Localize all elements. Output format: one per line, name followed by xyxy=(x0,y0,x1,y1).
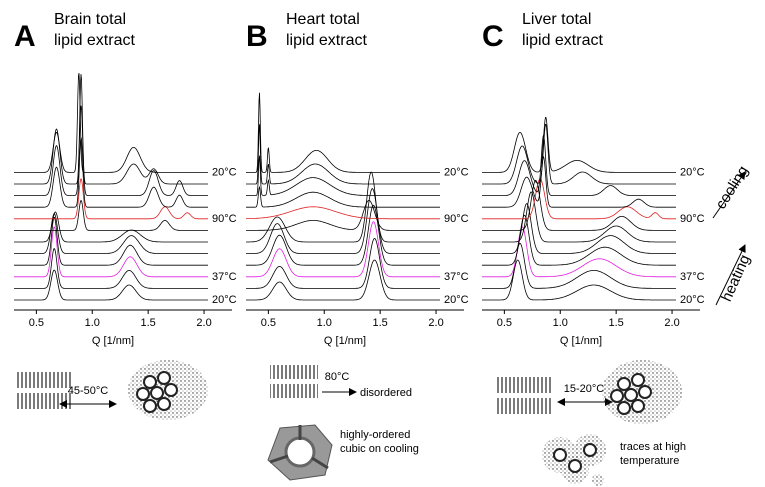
curve xyxy=(246,204,440,266)
schematic-label: 15-20°C xyxy=(564,383,605,395)
curve xyxy=(482,242,676,289)
curve xyxy=(482,123,676,185)
curve xyxy=(482,203,676,254)
x-tick-label: 2.0 xyxy=(428,317,443,329)
panel-title: Liver total xyxy=(522,11,591,28)
temperature-label: 20°C xyxy=(444,294,469,306)
x-tick-label: 2.0 xyxy=(196,317,211,329)
x-tick-label: 1.0 xyxy=(553,317,568,329)
schematic-caption: cubic on cooling xyxy=(340,443,419,455)
temperature-label: 90°C xyxy=(212,213,237,225)
curve xyxy=(14,226,208,278)
curve xyxy=(14,105,208,196)
temperature-label: 90°C xyxy=(444,213,469,225)
curve xyxy=(246,199,440,231)
curve xyxy=(246,92,440,173)
curve xyxy=(14,211,208,243)
curve xyxy=(14,213,208,254)
panel-title: Heart total xyxy=(286,11,360,28)
curve xyxy=(246,155,440,196)
curve xyxy=(14,73,208,173)
schematic-label: 80°C xyxy=(325,371,350,383)
curve xyxy=(246,221,440,278)
annotation: cooling xyxy=(712,163,752,212)
x-tick-label: 1.0 xyxy=(85,317,100,329)
panel-letter: A xyxy=(14,20,36,53)
curve xyxy=(482,134,676,196)
curve xyxy=(14,217,208,266)
panel-letter: C xyxy=(482,20,504,53)
curve xyxy=(14,177,208,220)
temperature-label: 20°C xyxy=(680,294,705,306)
curve xyxy=(14,269,208,301)
curve xyxy=(482,116,676,173)
x-tick-label: 1.5 xyxy=(373,317,388,329)
temperature-label: 20°C xyxy=(212,294,237,306)
x-tick-label: 1.0 xyxy=(317,317,332,329)
annotation: heating xyxy=(718,252,754,304)
curve xyxy=(246,237,440,289)
temperature-label: 20°C xyxy=(680,166,705,178)
curve xyxy=(482,214,676,266)
x-axis-label: Q [1/nm] xyxy=(560,335,602,347)
temperature-label: 90°C xyxy=(680,213,705,225)
temperature-label: 20°C xyxy=(444,166,469,178)
curve xyxy=(246,171,440,243)
curve xyxy=(246,259,440,301)
x-tick-label: 0.5 xyxy=(497,317,512,329)
temperature-label: 20°C xyxy=(212,166,237,178)
curve xyxy=(482,191,676,243)
panel-title: Brain total xyxy=(54,11,126,28)
schematic-caption: highly-ordered xyxy=(340,429,410,441)
x-tick-label: 0.5 xyxy=(29,317,44,329)
x-axis-label: Q [1/nm] xyxy=(92,335,134,347)
schematic-caption: temperature xyxy=(620,455,679,467)
curve xyxy=(482,178,676,220)
temperature-label: 37°C xyxy=(680,271,705,283)
x-tick-label: 1.5 xyxy=(609,317,624,329)
panel-title: lipid extract xyxy=(286,32,367,49)
panel-letter: B xyxy=(246,20,268,53)
curve xyxy=(246,124,440,185)
curve xyxy=(246,185,440,208)
curve xyxy=(482,179,676,231)
x-tick-label: 1.5 xyxy=(141,317,156,329)
curve xyxy=(14,199,208,231)
x-tick-label: 0.5 xyxy=(261,317,276,329)
curve xyxy=(14,74,208,185)
schematic-label: 45-50°C xyxy=(68,385,109,397)
schematic-label: disordered xyxy=(360,387,412,399)
curve xyxy=(14,248,208,289)
x-tick-label: 2.0 xyxy=(664,317,679,329)
curve xyxy=(482,226,676,278)
curve xyxy=(482,155,676,208)
curve xyxy=(246,206,440,220)
schematic-caption: traces at high xyxy=(620,441,686,453)
panel-title: lipid extract xyxy=(522,32,603,49)
curve xyxy=(14,137,208,208)
temperature-label: 37°C xyxy=(444,271,469,283)
temperature-label: 37°C xyxy=(212,271,237,283)
schematic-shapes xyxy=(17,171,746,486)
curve xyxy=(482,259,676,301)
curve xyxy=(246,188,440,254)
panel-title: lipid extract xyxy=(54,32,135,49)
x-axis-label: Q [1/nm] xyxy=(324,335,366,347)
